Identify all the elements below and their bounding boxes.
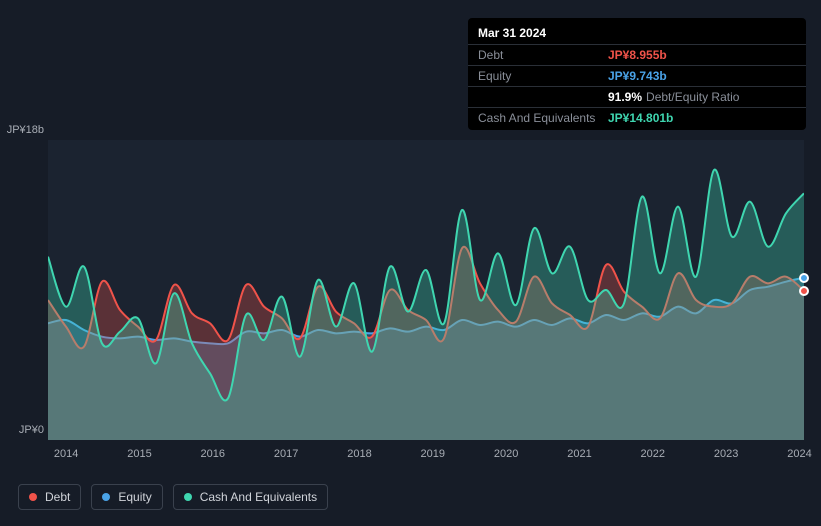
x-axis-tick: 2022: [641, 448, 665, 460]
tooltip-ratio-label: Debt/Equity Ratio: [646, 90, 739, 104]
x-axis: 2014 2015 2016 2017 2018 2019 2020 2021 2022 2023…: [48, 448, 804, 464]
x-axis-tick: 2020: [494, 448, 518, 460]
legend-dot-icon: [29, 493, 37, 501]
legend-dot-icon: [102, 493, 110, 501]
x-axis-tick: 2017: [274, 448, 298, 460]
y-axis-tick-min: JP¥0: [0, 424, 44, 436]
x-axis-tick: 2021: [567, 448, 591, 460]
tooltip-label: [478, 90, 608, 104]
tooltip-row-equity: Equity JP¥9.743b: [468, 65, 806, 86]
tooltip-value: JP¥14.801b: [608, 111, 673, 125]
x-axis-tick: 2018: [347, 448, 371, 460]
legend-label: Debt: [45, 490, 70, 504]
y-axis-tick-max: JP¥18b: [0, 124, 44, 136]
tooltip-value: JP¥9.743b: [608, 69, 667, 83]
tooltip-ratio-value: 91.9%: [608, 90, 642, 104]
x-axis-tick: 2015: [127, 448, 151, 460]
tooltip-value: JP¥8.955b: [608, 48, 667, 62]
x-axis-tick: 2014: [54, 448, 78, 460]
tooltip-label: Debt: [478, 48, 608, 62]
legend: Debt Equity Cash And Equivalents: [18, 484, 328, 510]
x-axis-tick: 2023: [714, 448, 738, 460]
legend-item-equity[interactable]: Equity: [91, 484, 162, 510]
x-axis-tick: 2024: [787, 448, 811, 460]
legend-item-debt[interactable]: Debt: [18, 484, 81, 510]
tooltip-row-cash: Cash And Equivalents JP¥14.801b: [468, 107, 806, 128]
legend-item-cash[interactable]: Cash And Equivalents: [173, 484, 328, 510]
chart-svg: [48, 140, 804, 440]
tooltip-label: Equity: [478, 69, 608, 83]
tooltip-row-debt: Debt JP¥8.955b: [468, 44, 806, 65]
tooltip-box: Mar 31 2024 Debt JP¥8.955b Equity JP¥9.7…: [468, 18, 806, 130]
chart-container: Mar 31 2024 Debt JP¥8.955b Equity JP¥9.7…: [0, 0, 821, 526]
legend-dot-icon: [184, 493, 192, 501]
x-axis-tick: 2019: [421, 448, 445, 460]
legend-label: Equity: [118, 490, 151, 504]
tooltip-row-ratio: 91.9% Debt/Equity Ratio: [468, 86, 806, 107]
tooltip-label: Cash And Equivalents: [478, 111, 608, 125]
series-end-marker: [799, 273, 809, 283]
tooltip-date: Mar 31 2024: [468, 24, 806, 44]
x-axis-tick: 2016: [201, 448, 225, 460]
series-end-marker: [799, 286, 809, 296]
plot-area[interactable]: [48, 140, 804, 440]
legend-label: Cash And Equivalents: [200, 490, 317, 504]
